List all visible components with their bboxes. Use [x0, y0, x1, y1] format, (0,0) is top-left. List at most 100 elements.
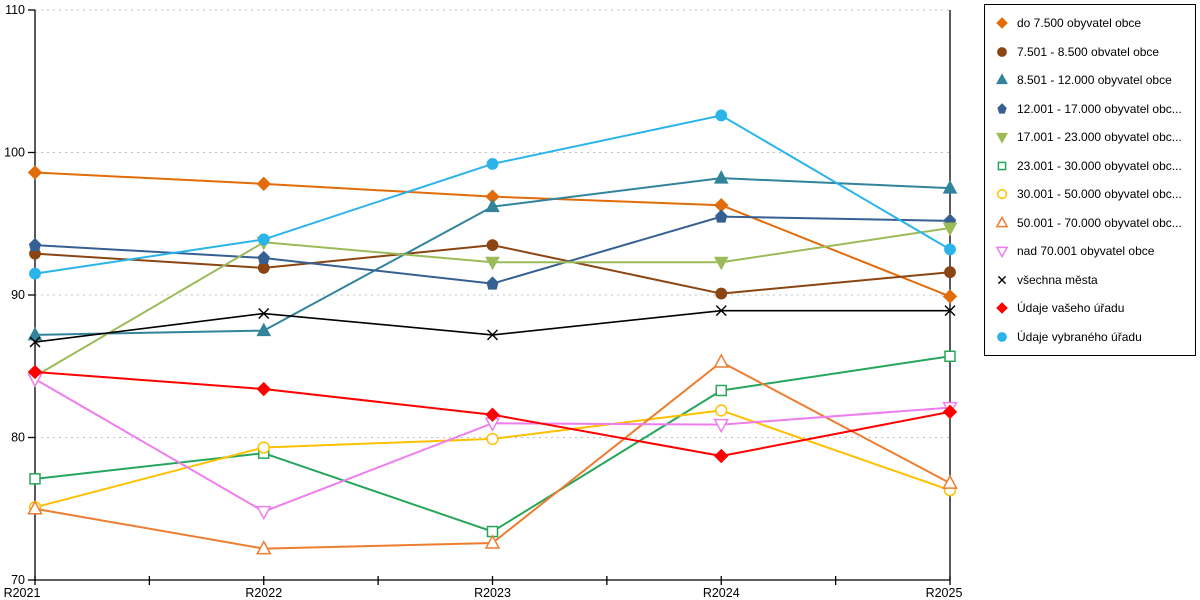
legend-item-label: Údaje vašeho úřadu: [1017, 301, 1125, 316]
data-point-marker: [996, 302, 1008, 315]
triangle-up-marker-icon: [995, 215, 1009, 228]
diamond-marker-icon: [996, 302, 1008, 315]
data-point-marker: [997, 331, 1007, 342]
data-point-marker: [944, 266, 956, 279]
legend-item-label: 8.501 - 12.000 obyvatel obce: [1017, 73, 1172, 88]
legend-item-30001-50000: 30.001 - 50.000 obyvatel obc...: [995, 187, 1195, 201]
data-point-marker: [485, 256, 500, 271]
data-point-marker: [486, 158, 499, 170]
circle-marker-icon: [997, 46, 1007, 57]
data-point-marker: [715, 287, 728, 300]
data-point-marker: [715, 109, 728, 122]
y-tick-label: 100: [4, 146, 25, 160]
data-point-marker: [486, 276, 499, 290]
data-point-marker: [29, 267, 41, 280]
series-line: [34, 378, 951, 513]
data-point-marker: [485, 407, 500, 422]
data-point-marker: [715, 404, 728, 417]
data-point-marker: [995, 215, 1009, 228]
legend-item-vas-urad: Údaje vašeho úřadu: [995, 301, 1195, 315]
legend-item-vybrany-urad: Údaje vybraného úřadu: [995, 330, 1195, 344]
data-point-marker: [997, 275, 1007, 284]
series-vybrany-urad: [29, 109, 956, 280]
square-marker-icon: [997, 161, 1007, 171]
data-point-marker: [997, 161, 1007, 171]
data-point-marker: [27, 500, 43, 515]
data-point-marker: [942, 404, 958, 420]
data-point-marker: [714, 448, 729, 464]
data-point-marker: [28, 237, 42, 252]
legend-item-label: do 7.500 obyvatel obce: [1017, 16, 1142, 31]
legend-item-label: 30.001 - 50.000 obyvatel obc...: [1017, 187, 1182, 202]
data-point-marker: [256, 381, 271, 397]
data-point-marker: [995, 246, 1009, 259]
pentagon-marker-icon: [997, 102, 1007, 114]
series-vsechna-mesta: [29, 305, 956, 348]
data-point-marker: [484, 534, 501, 549]
data-point-marker: [257, 250, 270, 264]
data-point-marker: [715, 384, 727, 397]
data-point-marker: [713, 256, 729, 271]
data-point-marker: [996, 133, 1008, 144]
series-line: [34, 309, 950, 343]
series-line: [34, 360, 951, 550]
data-point-marker: [257, 233, 270, 246]
data-point-marker: [715, 305, 727, 317]
data-point-marker: [713, 170, 729, 184]
legend-item-label: 50.001 - 70.000 obyvatel obc...: [1017, 215, 1182, 230]
y-tick-label: 80: [11, 431, 25, 445]
x-marker-icon: [997, 275, 1007, 284]
legend-item-label: 23.001 - 30.000 obyvatel obc...: [1017, 158, 1182, 173]
series-nad-70001: [27, 373, 958, 521]
data-point-marker: [255, 505, 272, 521]
data-point-marker: [487, 329, 498, 341]
data-point-marker: [256, 176, 271, 192]
legend-item-23001-30000: 23.001 - 30.000 obyvatel obc...: [995, 159, 1195, 173]
data-point-marker: [486, 239, 499, 252]
data-point-marker: [942, 289, 958, 304]
x-tick-label: R2022: [245, 586, 282, 600]
series-vas-urad: [27, 364, 958, 464]
x-tick-label: R2021: [4, 586, 41, 600]
triangle-up-marker-icon: [996, 73, 1008, 85]
data-point-marker: [715, 209, 728, 223]
series-12001-17000: [28, 209, 957, 290]
diamond-marker-icon: [996, 17, 1008, 30]
data-point-marker: [255, 540, 272, 555]
legend-item-50001-70000: 50.001 - 70.000 obyvatel obc...: [995, 215, 1195, 230]
data-point-marker: [257, 441, 270, 454]
data-point-marker: [944, 243, 956, 256]
x-tick-label: R2023: [474, 586, 511, 600]
legend-item-vsechna-mesta: všechna města: [995, 273, 1195, 287]
data-point-marker: [29, 473, 41, 485]
legend-item-label: 17.001 - 23.000 obyvatel obc...: [1017, 130, 1182, 145]
data-point-marker: [944, 350, 956, 363]
y-tick-label: 70: [11, 573, 25, 587]
legend: do 7.500 obyvatel obce 7.501 - 8.500 obva…: [984, 4, 1196, 356]
data-point-marker: [27, 364, 43, 380]
circle-marker-icon: [997, 331, 1007, 342]
series-8501-12000: [27, 170, 958, 341]
data-point-marker: [942, 180, 958, 194]
data-point-marker: [27, 326, 43, 341]
legend-item-do-7500: do 7.500 obyvatel obce: [995, 16, 1195, 30]
data-point-marker: [485, 198, 500, 213]
data-point-marker: [258, 308, 270, 320]
legend-item-17001-23000: 17.001 - 23.000 obyvatel obc...: [995, 130, 1195, 144]
y-tick-label: 90: [11, 288, 25, 302]
legend-item-nad-70001: nad 70.001 obyvatel obce: [995, 244, 1195, 259]
legend-item-label: Údaje vybraného úřadu: [1017, 329, 1142, 344]
x-tick-label: R2024: [703, 586, 740, 600]
data-point-marker: [997, 46, 1007, 57]
data-point-marker: [27, 165, 43, 180]
data-point-marker: [996, 189, 1008, 200]
series-50001-70000: [27, 353, 958, 555]
data-point-marker: [486, 432, 499, 446]
data-point-marker: [942, 474, 958, 489]
data-point-marker: [713, 353, 730, 368]
data-point-marker: [997, 102, 1007, 114]
triangle-down-marker-icon: [996, 133, 1008, 144]
legend-item-12001-17000: 12.001 - 17.000 obyvatel obc...: [995, 102, 1195, 116]
